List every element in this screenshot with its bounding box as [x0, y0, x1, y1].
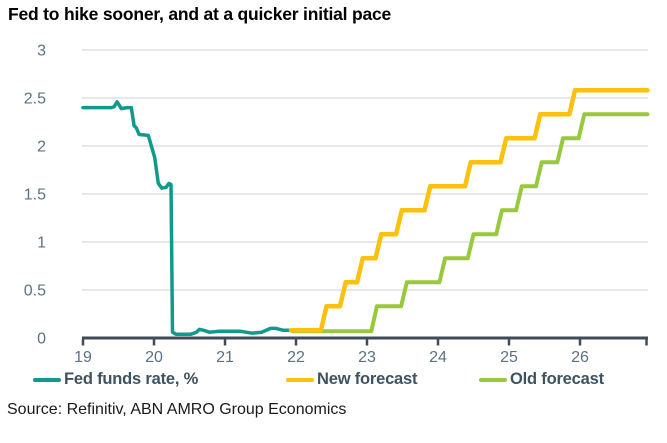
- chart-title: Fed to hike sooner, and at a quicker ini…: [8, 4, 392, 24]
- y-axis-tick-label: 1: [37, 235, 46, 252]
- x-axis-tick-label: 19: [74, 349, 92, 366]
- new-forecast-line: [288, 88, 650, 333]
- legend-line-swatch-teal: [33, 377, 61, 382]
- legend-line-swatch-green: [479, 377, 507, 382]
- legend-line-swatch-yellow: [286, 377, 314, 382]
- x-axis-tick-label: 23: [358, 349, 376, 366]
- old-forecast-line: [290, 112, 650, 334]
- y-axis-tick-label: 3: [37, 43, 46, 60]
- x-axis-tick-label: 25: [500, 349, 518, 366]
- legend-label: Old forecast: [510, 370, 604, 388]
- legend-label: Fed funds rate, %: [64, 370, 199, 388]
- x-axis-tick-label: 21: [216, 349, 234, 366]
- y-axis-tick-label: 0: [37, 331, 46, 348]
- y-axis-tick-label: 2.5: [24, 91, 46, 108]
- y-axis-tick-label: 0.5: [24, 283, 46, 300]
- x-axis-tick-label: 26: [571, 349, 589, 366]
- source-text: Source: Refinitiv, ABN AMRO Group Econom…: [7, 401, 347, 418]
- legend-item-old-forecast: Old forecast: [479, 370, 604, 389]
- chart-legend: Fed funds rate, % New forecast Old forec…: [0, 370, 667, 394]
- x-axis-tick-label: 22: [287, 349, 305, 366]
- x-axis-tick-label: 20: [145, 349, 163, 366]
- legend-label: New forecast: [317, 370, 418, 388]
- legend-item-new-forecast: New forecast: [286, 370, 418, 389]
- y-axis-tick-label: 1.5: [24, 187, 46, 204]
- y-axis-tick-label: 2: [37, 139, 46, 156]
- fed-funds-rate-line: [81, 100, 293, 336]
- legend-item-fed-funds-rate: Fed funds rate, %: [33, 370, 198, 389]
- x-axis-tick-label: 24: [429, 349, 447, 366]
